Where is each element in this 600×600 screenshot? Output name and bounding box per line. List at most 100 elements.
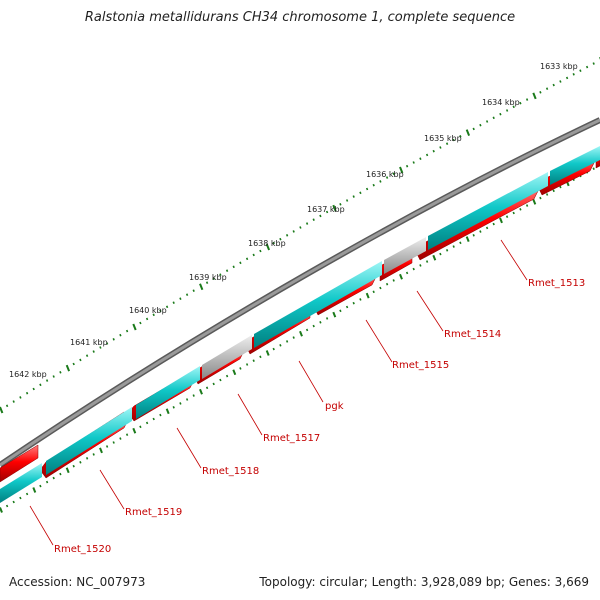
minor-tick (352, 195, 355, 198)
scale-label: 1638 kbp (248, 239, 286, 248)
scale-label: 1635 kbp (424, 134, 462, 143)
minor-tick (499, 112, 502, 116)
minor-tick (325, 210, 329, 214)
minor-tick (105, 445, 109, 448)
minor-tick (539, 91, 542, 94)
minor-tick (219, 273, 222, 276)
minor-tick (285, 340, 289, 343)
minor-tick (59, 371, 62, 374)
gene-labels: Rmet_1513 Rmet_1514 Rmet_1515 pgk Rmet_1… (54, 278, 585, 555)
gene-label-rmet-1520[interactable]: Rmet_1520 (54, 544, 111, 555)
scale-label: 1641 kbp (70, 338, 108, 347)
minor-tick (259, 249, 262, 253)
minor-tick (159, 413, 162, 417)
cds-feature-1520[interactable] (0, 444, 39, 483)
gene-label-rmet-1513[interactable]: Rmet_1513 (528, 278, 585, 289)
minor-tick (112, 441, 115, 444)
minor-tick (232, 265, 235, 269)
minor-tick (539, 196, 542, 200)
minor-tick (432, 149, 435, 153)
minor-tick (545, 193, 549, 196)
minor-tick (592, 62, 595, 65)
minor-tick (479, 123, 482, 127)
minor-tick (412, 267, 415, 271)
minor-tick (192, 289, 195, 292)
minor-tick (445, 142, 449, 145)
gene-bar-1520[interactable] (0, 463, 42, 503)
scale-label: 1636 kbp (366, 170, 404, 179)
minor-tick (225, 374, 229, 378)
gene-bar-1518[interactable] (136, 366, 200, 419)
gene-label-pgk[interactable]: pgk (325, 401, 344, 412)
minor-tick (92, 453, 95, 456)
minor-tick (279, 344, 282, 347)
minor-tick (579, 69, 582, 72)
minor-tick (279, 237, 282, 241)
minor-tick (312, 218, 315, 221)
scale-label: 1640 kbp (129, 306, 167, 315)
minor-tick (119, 437, 122, 440)
minor-tick (225, 269, 229, 272)
minor-tick (252, 359, 255, 362)
minor-tick (405, 164, 409, 168)
major-tick (465, 236, 470, 242)
minor-tick (452, 245, 455, 248)
minor-tick (559, 80, 562, 83)
minor-tick (339, 203, 342, 206)
minor-tick (239, 261, 242, 265)
gene-bar-1513[interactable] (428, 172, 548, 250)
minor-tick (519, 208, 522, 211)
gene-bar-1517[interactable] (202, 335, 252, 379)
minor-tick (72, 362, 75, 366)
gene-label-rmet-1519[interactable]: Rmet_1519 (125, 507, 182, 518)
major-tick (65, 364, 71, 372)
minor-tick (385, 176, 389, 179)
backbone (0, 117, 600, 468)
gene-bar-1519[interactable] (46, 407, 132, 475)
minor-tick (192, 394, 195, 397)
minor-tick (472, 127, 475, 131)
gene-track (0, 146, 600, 503)
minor-tick (419, 157, 422, 160)
minor-tick (439, 146, 442, 149)
major-tick (499, 217, 503, 224)
major-tick (199, 283, 204, 291)
gene-label-rmet-1518[interactable]: Rmet_1518 (202, 466, 259, 477)
gene-label-rmet-1515[interactable]: Rmet_1515 (392, 360, 449, 371)
minor-tick (245, 363, 249, 366)
gene-bar-next[interactable] (550, 146, 600, 185)
minor-tick (319, 214, 322, 218)
minor-tick (385, 282, 389, 286)
scale-label: 1633 kbp (540, 62, 578, 71)
minor-tick (359, 298, 362, 301)
gene-bar-pgk[interactable] (254, 261, 382, 348)
minor-tick (492, 116, 495, 120)
major-tick (0, 406, 4, 414)
minor-tick (12, 500, 15, 504)
major-tick (365, 292, 370, 299)
gene-label-rmet-1514[interactable]: Rmet_1514 (444, 329, 501, 340)
minor-tick (139, 425, 142, 429)
minor-tick (292, 230, 295, 233)
gene-bar-1514[interactable] (384, 237, 426, 274)
minor-tick (485, 226, 489, 230)
minor-tick (552, 83, 555, 87)
minor-tick (352, 301, 355, 305)
major-tick (432, 254, 437, 261)
minor-tick (185, 398, 189, 401)
minor-tick (145, 421, 149, 425)
minor-tick (299, 226, 302, 229)
minor-tick (565, 76, 569, 80)
minor-tick (45, 480, 49, 484)
minor-tick (259, 355, 262, 359)
minor-tick (252, 253, 255, 257)
major-tick (465, 129, 471, 136)
minor-tick (545, 87, 549, 90)
minor-tick (312, 324, 315, 328)
minor-tick (419, 264, 422, 267)
major-tick (532, 92, 537, 100)
lower-ticks (0, 162, 600, 513)
minor-tick (452, 138, 455, 142)
gene-label-rmet-1517[interactable]: Rmet_1517 (263, 433, 320, 444)
